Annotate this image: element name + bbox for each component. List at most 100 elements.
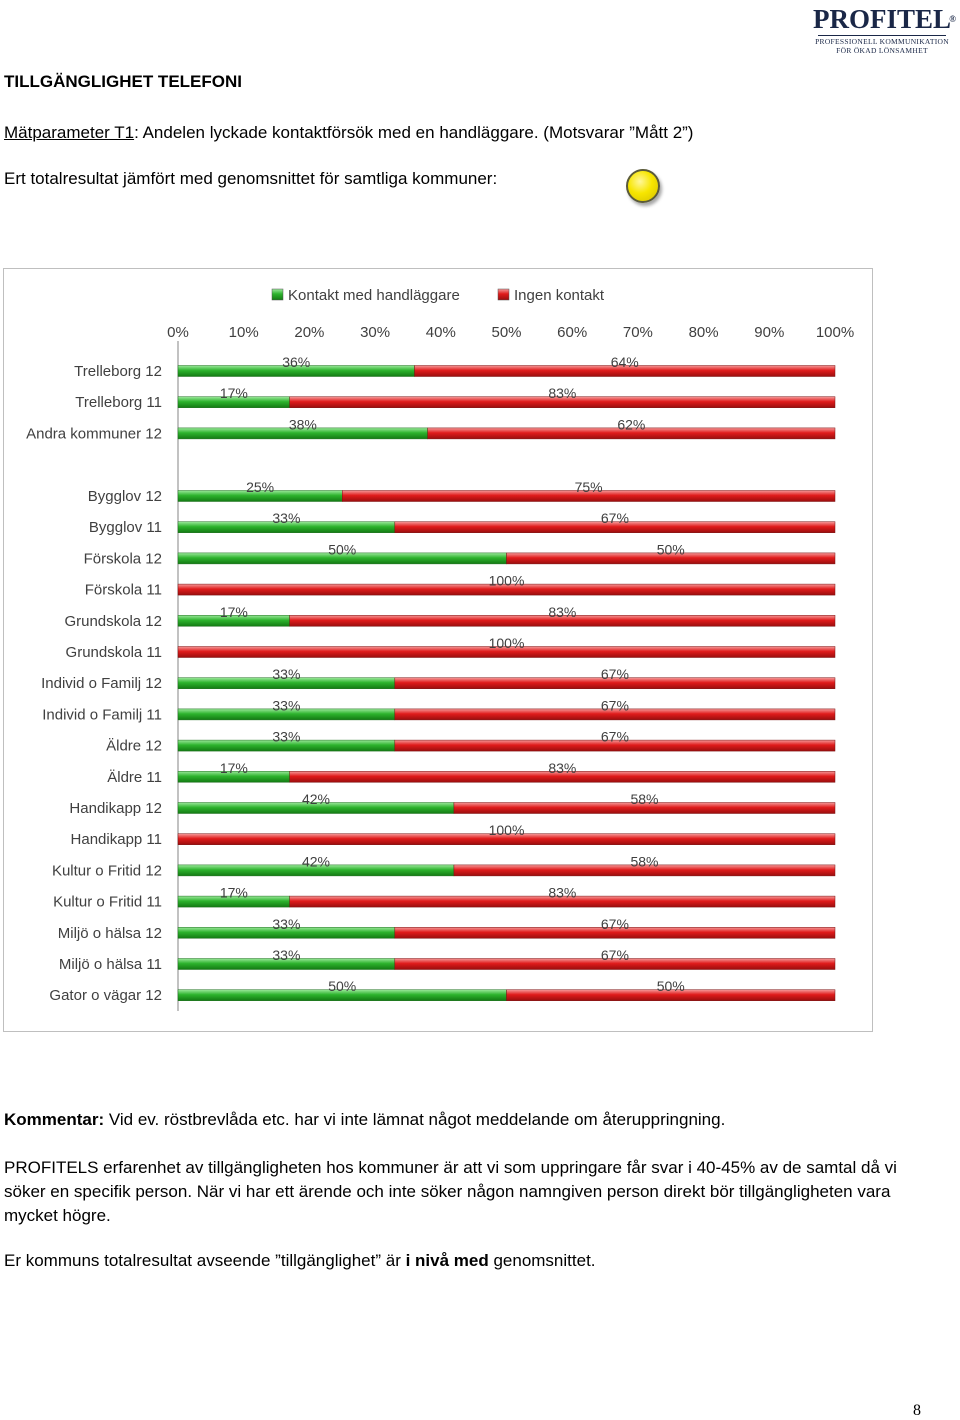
bar-row: Andra kommuner 12 38% 62% [26, 416, 836, 442]
x-tick-label: 40% [426, 324, 456, 341]
row-label: Kultur o Fritid 12 [52, 862, 162, 879]
legend-no-contact: Ingen kontakt [497, 287, 605, 304]
bar-row: Grundskola 12 17% 83% [64, 604, 836, 630]
data-label-contact: 33% [272, 697, 300, 713]
row-label: Handikapp 12 [69, 800, 162, 817]
bar-row: Förskola 12 50% 50% [84, 541, 836, 567]
parameter-label: Mätparameter T1 [4, 123, 135, 142]
yellow-indicator-icon [626, 169, 660, 203]
x-tick-label: 0% [167, 324, 189, 341]
legend-no-contact-label: Ingen kontakt [514, 287, 605, 304]
data-label-no-contact: 64% [611, 354, 639, 370]
experience-paragraph: PROFITELS erfarenhet av tillgängligheten… [4, 1158, 897, 1225]
logo-text: PROFITEL [812, 4, 952, 34]
bar-no-contact [414, 365, 836, 377]
x-tick-label: 80% [689, 324, 719, 341]
data-label-contact: 42% [302, 853, 330, 869]
stacked-bar-chart: Kontakt med handläggare Ingen kontakt 0% 10… [26, 287, 854, 1011]
legend-contact-label: Kontakt med handläggare [288, 287, 460, 304]
logo-divider [818, 35, 946, 36]
row-label: Andra kommuner 12 [26, 425, 162, 442]
result-suffix: genomsnittet. [488, 1251, 596, 1270]
parameter-text: : Andelen lyckade kontaktförsök med en h… [134, 123, 694, 142]
bar-no-contact [342, 490, 836, 502]
row-label: Kultur o Fritid 11 [53, 894, 162, 911]
total-result-text: Ert totalresultat jämfört med genomsnitt… [4, 169, 498, 188]
row-label: Trelleborg 12 [74, 363, 162, 380]
data-label-contact: 17% [220, 385, 248, 401]
row-label: Bygglov 12 [88, 488, 162, 505]
bar-no-contact [394, 521, 836, 533]
legend-contact-swatch [271, 288, 284, 301]
row-label: Handikapp 11 [71, 831, 162, 848]
bar-no-contact [289, 771, 836, 783]
bar-no-contact [177, 646, 836, 658]
data-label-contact: 33% [272, 666, 300, 682]
row-label: Förskola 11 [85, 582, 162, 599]
bar-no-contact [506, 989, 836, 1001]
logo-tagline-2: FÖR ÖKAD LÖNSAMHET [836, 46, 928, 55]
bar-row: Grundskola 11 100% [66, 635, 836, 661]
result-line: Er kommuns totalresultat avseende ”tillg… [4, 1251, 596, 1271]
bar-no-contact [427, 427, 836, 440]
legend-no-contact-swatch [497, 288, 510, 301]
x-tick-label: 90% [754, 324, 784, 341]
page-number: 8 [913, 1402, 921, 1419]
data-label-no-contact: 67% [601, 916, 629, 932]
row-label: Äldre 12 [106, 738, 162, 755]
row-label: Gator o vägar 12 [49, 987, 162, 1004]
bar-row: Miljö o hälsa 11 33% 67% [59, 947, 836, 973]
bar-no-contact [394, 927, 836, 939]
bar-row: Individ o Familj 11 33% 67% [42, 697, 836, 723]
result-bold: i nivå med [405, 1251, 489, 1270]
data-label-contact: 36% [282, 354, 310, 370]
row-label: Äldre 11 [107, 769, 162, 786]
bar-row: Äldre 12 33% 67% [106, 729, 836, 755]
row-label: Miljö o hälsa 12 [58, 925, 162, 942]
data-label-no-contact: 67% [601, 666, 629, 682]
bar-no-contact [453, 864, 836, 877]
bar-no-contact [289, 615, 836, 627]
bar-row: Kultur o Fritid 11 17% 83% [53, 885, 836, 911]
data-label-no-contact: 100% [489, 573, 525, 589]
row-label: Miljö o hälsa 11 [59, 956, 162, 973]
row-label: Grundskola 11 [66, 644, 162, 661]
bar-no-contact [394, 739, 836, 752]
x-tick-label: 50% [491, 324, 521, 341]
legend-contact: Kontakt med handläggare [271, 287, 460, 304]
registered-mark: ® [949, 14, 956, 24]
bar-row: Miljö o hälsa 12 33% 67% [58, 916, 836, 942]
data-label-no-contact: 100% [489, 822, 525, 838]
data-label-no-contact: 58% [630, 853, 658, 869]
bar-row: Bygglov 12 25% 75% [88, 479, 836, 505]
result-prefix: Er kommuns totalresultat avseende ”tillg… [4, 1251, 406, 1270]
data-label-no-contact: 75% [575, 479, 603, 495]
bar-row: Handikapp 11 100% [71, 822, 836, 848]
x-tick-label: 30% [360, 324, 390, 341]
data-label-no-contact: 67% [601, 729, 629, 745]
data-label-no-contact: 100% [489, 635, 525, 651]
row-label: Bygglov 11 [89, 519, 162, 536]
data-label-contact: 50% [328, 541, 356, 557]
data-label-no-contact: 83% [548, 604, 576, 620]
profitel-logo: PROFITEL ® PROFESSIONELL KOMMUNIKATION FÖ… [812, 4, 956, 55]
data-label-contact: 50% [328, 978, 356, 994]
bar-no-contact [394, 708, 836, 721]
bar-no-contact [177, 833, 836, 845]
data-label-no-contact: 67% [601, 697, 629, 713]
row-label: Individ o Familj 12 [41, 675, 162, 692]
logo-tagline-1: PROFESSIONELL KOMMUNIKATION [815, 37, 949, 46]
bar-no-contact [289, 396, 836, 408]
bar-row: Äldre 11 17% 83% [107, 760, 836, 786]
data-label-no-contact: 50% [657, 541, 685, 557]
data-label-contact: 17% [220, 885, 248, 901]
data-label-no-contact: 67% [601, 947, 629, 963]
bar-no-contact [453, 802, 836, 814]
data-label-contact: 33% [272, 947, 300, 963]
comment-text: Vid ev. röstbrevlåda etc. har vi inte lä… [104, 1110, 726, 1129]
data-label-contact: 33% [272, 510, 300, 526]
data-label-contact: 33% [272, 916, 300, 932]
bar-no-contact [177, 583, 836, 596]
chart-frame: Kontakt med handläggare Ingen kontakt 0% 10… [3, 268, 873, 1032]
parameter-line: Mätparameter T1: Andelen lyckade kontakt… [4, 123, 693, 143]
